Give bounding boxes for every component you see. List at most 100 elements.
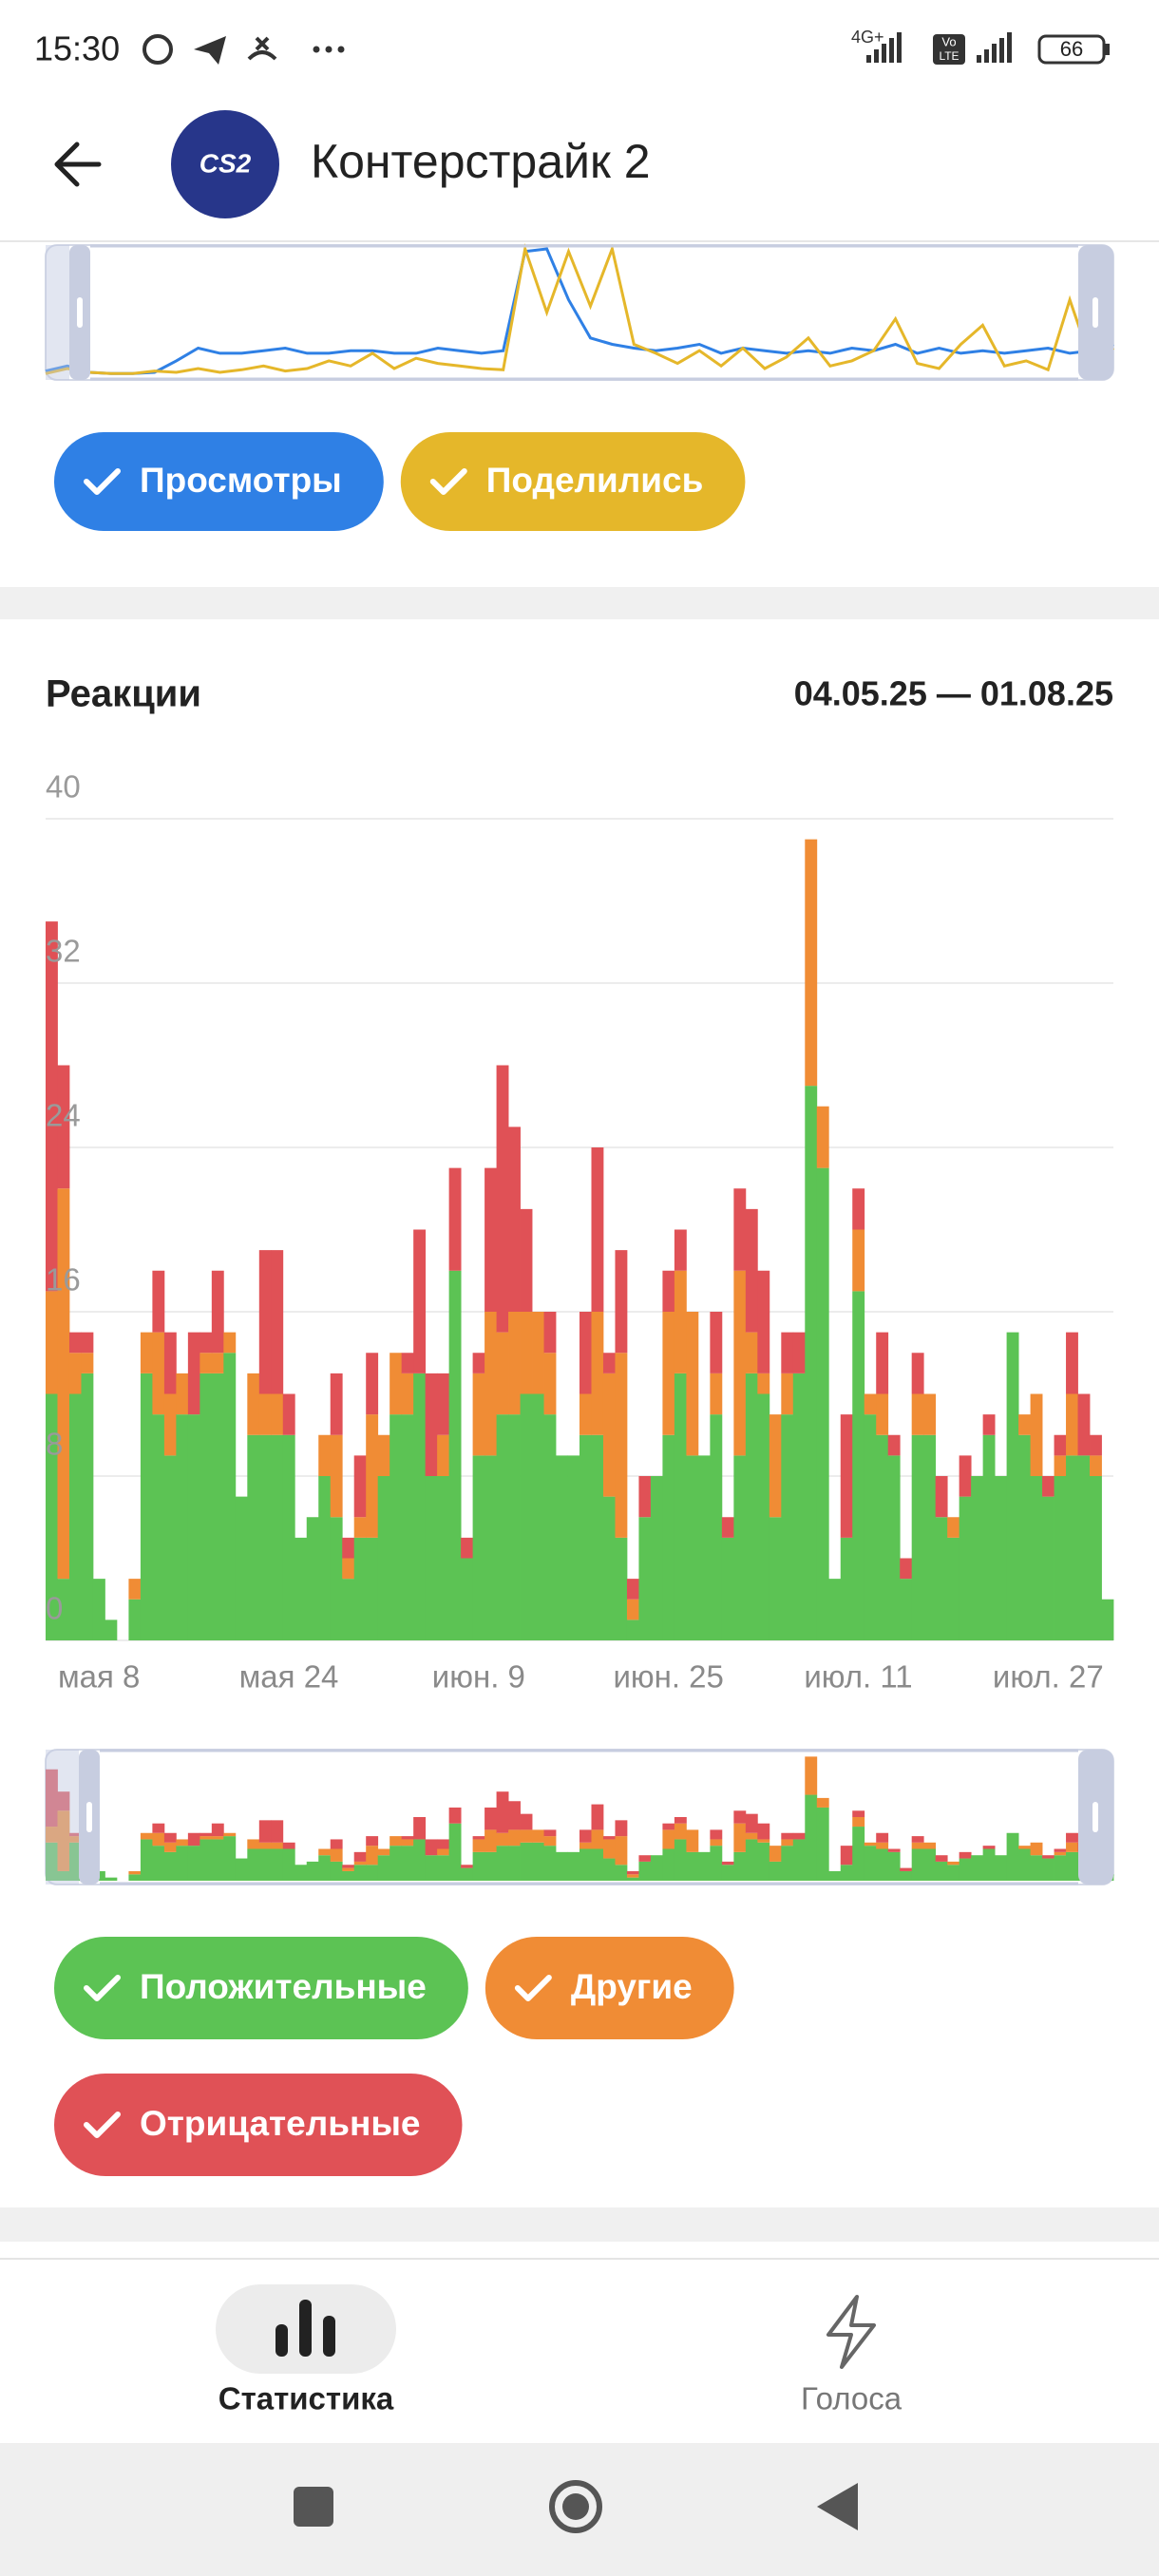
bar-segment (187, 1414, 200, 1640)
bar-segment (745, 1208, 758, 1333)
bar-segment (390, 1414, 403, 1640)
bar-segment (57, 1188, 70, 1580)
x-tick-label: июн. 9 (432, 1659, 525, 1695)
bar-segment (342, 1870, 355, 1881)
bar-segment (484, 1167, 497, 1312)
bar-segment (366, 1836, 379, 1847)
bar-segment (852, 1810, 865, 1817)
bar-segment (258, 1820, 272, 1843)
bar-segment (508, 1829, 521, 1847)
check-icon (429, 468, 467, 495)
bar-segment (697, 1851, 711, 1881)
back-system-button[interactable] (817, 2483, 858, 2530)
bar-segment (1006, 1832, 1019, 1881)
bar-segment (200, 1832, 213, 1837)
chip-label: Другие (571, 1967, 693, 2006)
bar-segment (1066, 1842, 1078, 1852)
bar-segment (591, 1829, 604, 1849)
bar-segment (472, 1836, 485, 1840)
x-tick-label: июн. 25 (613, 1659, 723, 1695)
bar-segment (1066, 1832, 1078, 1843)
bar-segment (911, 1434, 924, 1640)
bar-segment (1030, 1855, 1043, 1881)
bar-segment (556, 1851, 568, 1881)
dot (337, 46, 345, 53)
bar-segment (413, 1229, 427, 1373)
bar-segment (223, 1353, 237, 1640)
bar-segment (781, 1846, 794, 1881)
bar-segment (176, 1839, 189, 1847)
bar-segment (602, 1839, 616, 1859)
bar-segment (580, 1312, 592, 1394)
network-type: 4G+ (851, 28, 884, 47)
back-button[interactable] (54, 142, 102, 187)
bar-segment (152, 1414, 165, 1640)
date-range[interactable]: 04.05.25 — 01.08.25 (794, 674, 1113, 713)
chip-background (54, 432, 384, 531)
legend-chip[interactable]: Поделились (400, 432, 746, 531)
bar-segment (520, 1829, 533, 1843)
y-tick-label: 8 (46, 1427, 63, 1462)
bar-segment (591, 1848, 604, 1881)
legend-chip[interactable]: Просмотры (54, 432, 384, 531)
bar-segment (852, 1291, 865, 1640)
bar-segment (211, 1836, 224, 1840)
bar-segment (247, 1848, 260, 1881)
overview-line (45, 243, 1114, 375)
nav-label[interactable]: Голоса (801, 2381, 902, 2416)
bar-segment (995, 1476, 1007, 1640)
check-icon (84, 468, 121, 495)
bar-segment (792, 1373, 806, 1640)
bar-segment (223, 1332, 237, 1354)
bar-segment (425, 1373, 438, 1476)
bar-segment (923, 1393, 937, 1435)
bar-segment (81, 1373, 94, 1640)
bar-segment (769, 1861, 782, 1881)
bar-segment (342, 1537, 355, 1559)
bar-segment (876, 1842, 889, 1849)
bar-segment (425, 1839, 438, 1856)
bar-segment (662, 1270, 675, 1312)
bar-segment (615, 1250, 628, 1354)
bar-segment (366, 1537, 379, 1640)
bar-segment (745, 1839, 758, 1881)
bar-segment (1042, 1496, 1054, 1640)
signal-1 (866, 32, 902, 63)
home-button[interactable] (549, 2480, 602, 2533)
navigator-grip (1092, 297, 1098, 328)
bar-segment (437, 1476, 450, 1640)
bar-segment (484, 1455, 497, 1640)
bar-segment (496, 1846, 509, 1881)
bar-segment (781, 1373, 794, 1415)
bar-segment (461, 1867, 473, 1881)
recent-apps-button[interactable] (294, 2487, 333, 2527)
bar-segment (211, 1823, 224, 1837)
legend-chip[interactable]: Другие (484, 1937, 734, 2039)
signal-2 (977, 32, 1012, 63)
bar-segment (745, 1373, 758, 1640)
bar-segment (330, 1848, 343, 1862)
bar-segment (674, 1817, 687, 1824)
bar-segment (57, 1791, 70, 1811)
bar-segment (223, 1832, 237, 1837)
chip-background (484, 1937, 734, 2039)
bar-segment (496, 1065, 509, 1333)
bar-segment (543, 1836, 557, 1847)
bar-segment (235, 1858, 248, 1881)
bar-segment (353, 1861, 367, 1866)
stats-icon (276, 2300, 335, 2357)
bar-segment (461, 1537, 473, 1559)
bar-segment (258, 1842, 272, 1849)
bar-segment (710, 1414, 723, 1640)
bar-segment (662, 1823, 675, 1830)
bar-segment (911, 1842, 924, 1849)
channel-avatar[interactable] (171, 110, 279, 218)
bar-segment (710, 1373, 723, 1415)
telegram-icon (194, 36, 226, 65)
bar-segment (271, 1848, 284, 1881)
legend-chip[interactable]: Отрицательные (54, 2074, 463, 2176)
nav-label[interactable]: Статистика (218, 2381, 394, 2416)
legend-chip[interactable]: Положительные (54, 1937, 468, 2039)
bar-segment (710, 1846, 723, 1881)
bar-segment (425, 1476, 438, 1640)
